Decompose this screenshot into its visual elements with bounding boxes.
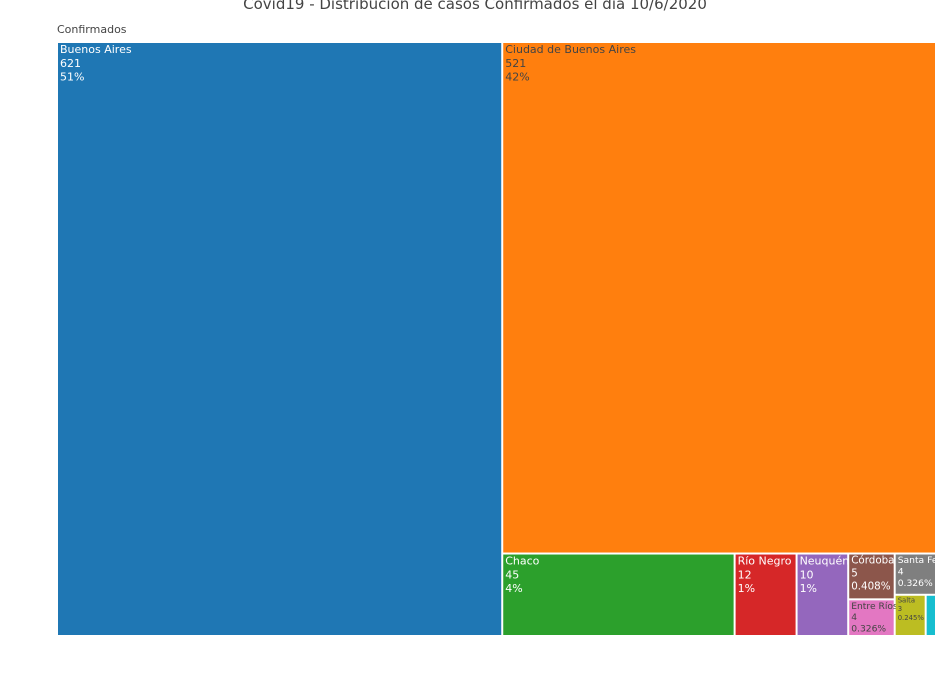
tile bbox=[895, 595, 925, 635]
tile-value: 521 bbox=[505, 57, 526, 70]
tile bbox=[797, 554, 848, 635]
tile-label: Buenos Aires bbox=[60, 43, 132, 56]
tile-value: 45 bbox=[505, 568, 519, 581]
tile-value: 4 bbox=[898, 566, 904, 577]
tile bbox=[58, 43, 502, 635]
tile-percent: 0.408% bbox=[851, 581, 891, 593]
tile-percent: 4% bbox=[505, 582, 522, 595]
tile-value: 5 bbox=[851, 568, 858, 580]
tile-label: Chaco bbox=[505, 555, 539, 568]
tile-percent: 42% bbox=[505, 71, 529, 84]
tile-value: 10 bbox=[800, 568, 814, 581]
tile-label: Córdoba bbox=[851, 555, 894, 567]
tile-percent: 51% bbox=[60, 71, 84, 84]
tile-percent: 0.326% bbox=[898, 578, 933, 589]
tile-percent: 0.245% bbox=[898, 614, 925, 622]
tile bbox=[735, 554, 796, 635]
tile bbox=[926, 595, 935, 635]
tile-label: Ciudad de Buenos Aires bbox=[505, 43, 636, 56]
chart-title: Covid19 - Distribución de casos Confirma… bbox=[243, 0, 707, 13]
tile bbox=[503, 554, 734, 635]
tile-label: Neuquén bbox=[800, 555, 850, 568]
tile-percent: 1% bbox=[800, 582, 817, 595]
tile-percent: 1% bbox=[738, 582, 755, 595]
tile-value: 4 bbox=[851, 612, 857, 623]
tile bbox=[849, 554, 894, 599]
tile-percent: 0.326% bbox=[851, 624, 886, 635]
tile-label: Santa Fe bbox=[898, 555, 938, 566]
tile bbox=[895, 554, 935, 594]
tile-value: 621 bbox=[60, 57, 81, 70]
tile bbox=[849, 600, 894, 635]
root-label: Confirmados bbox=[57, 23, 127, 36]
tile-label: Río Negro bbox=[738, 555, 792, 568]
tile bbox=[503, 43, 935, 553]
tile-value: 3 bbox=[898, 605, 902, 613]
tile-label: Entre Ríos bbox=[851, 601, 898, 612]
tile-value: 12 bbox=[738, 568, 752, 581]
tile-label: Salta bbox=[898, 597, 915, 605]
